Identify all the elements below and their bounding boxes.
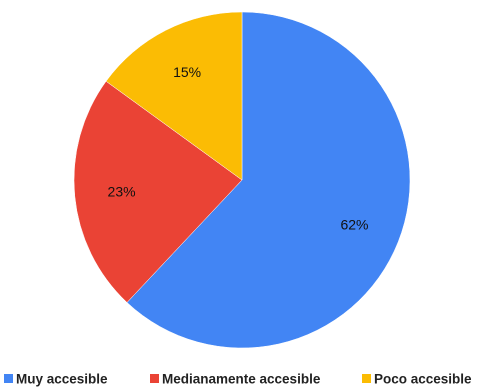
legend-swatch-medianamente-accesible: [150, 374, 159, 383]
slice-label-muy-accesible: 62%: [340, 217, 368, 233]
pie-slice-poco-accesible: [105, 11, 243, 181]
pie-slice-medianamente-accesible: [73, 80, 243, 303]
legend-label-medianamente-accesible: Medianamente accesible: [162, 372, 321, 387]
legend-label-poco-accesible: Poco accesible: [374, 372, 472, 387]
slice-label-poco-accesible: 15%: [173, 64, 201, 80]
slice-label-medianamente-accesible: 23%: [108, 183, 136, 199]
legend-label-muy-accesible: Muy accesible: [16, 372, 108, 387]
pie-slices: [73, 11, 411, 349]
legend-swatch-muy-accesible: [4, 374, 13, 383]
slice-labels: 62% 23% 15%: [108, 64, 369, 232]
legend: Muy accesible Medianamente accesible Poco …: [4, 372, 472, 387]
pie-slice-muy-accesible: [126, 11, 411, 349]
legend-swatch-poco-accesible: [362, 374, 371, 383]
